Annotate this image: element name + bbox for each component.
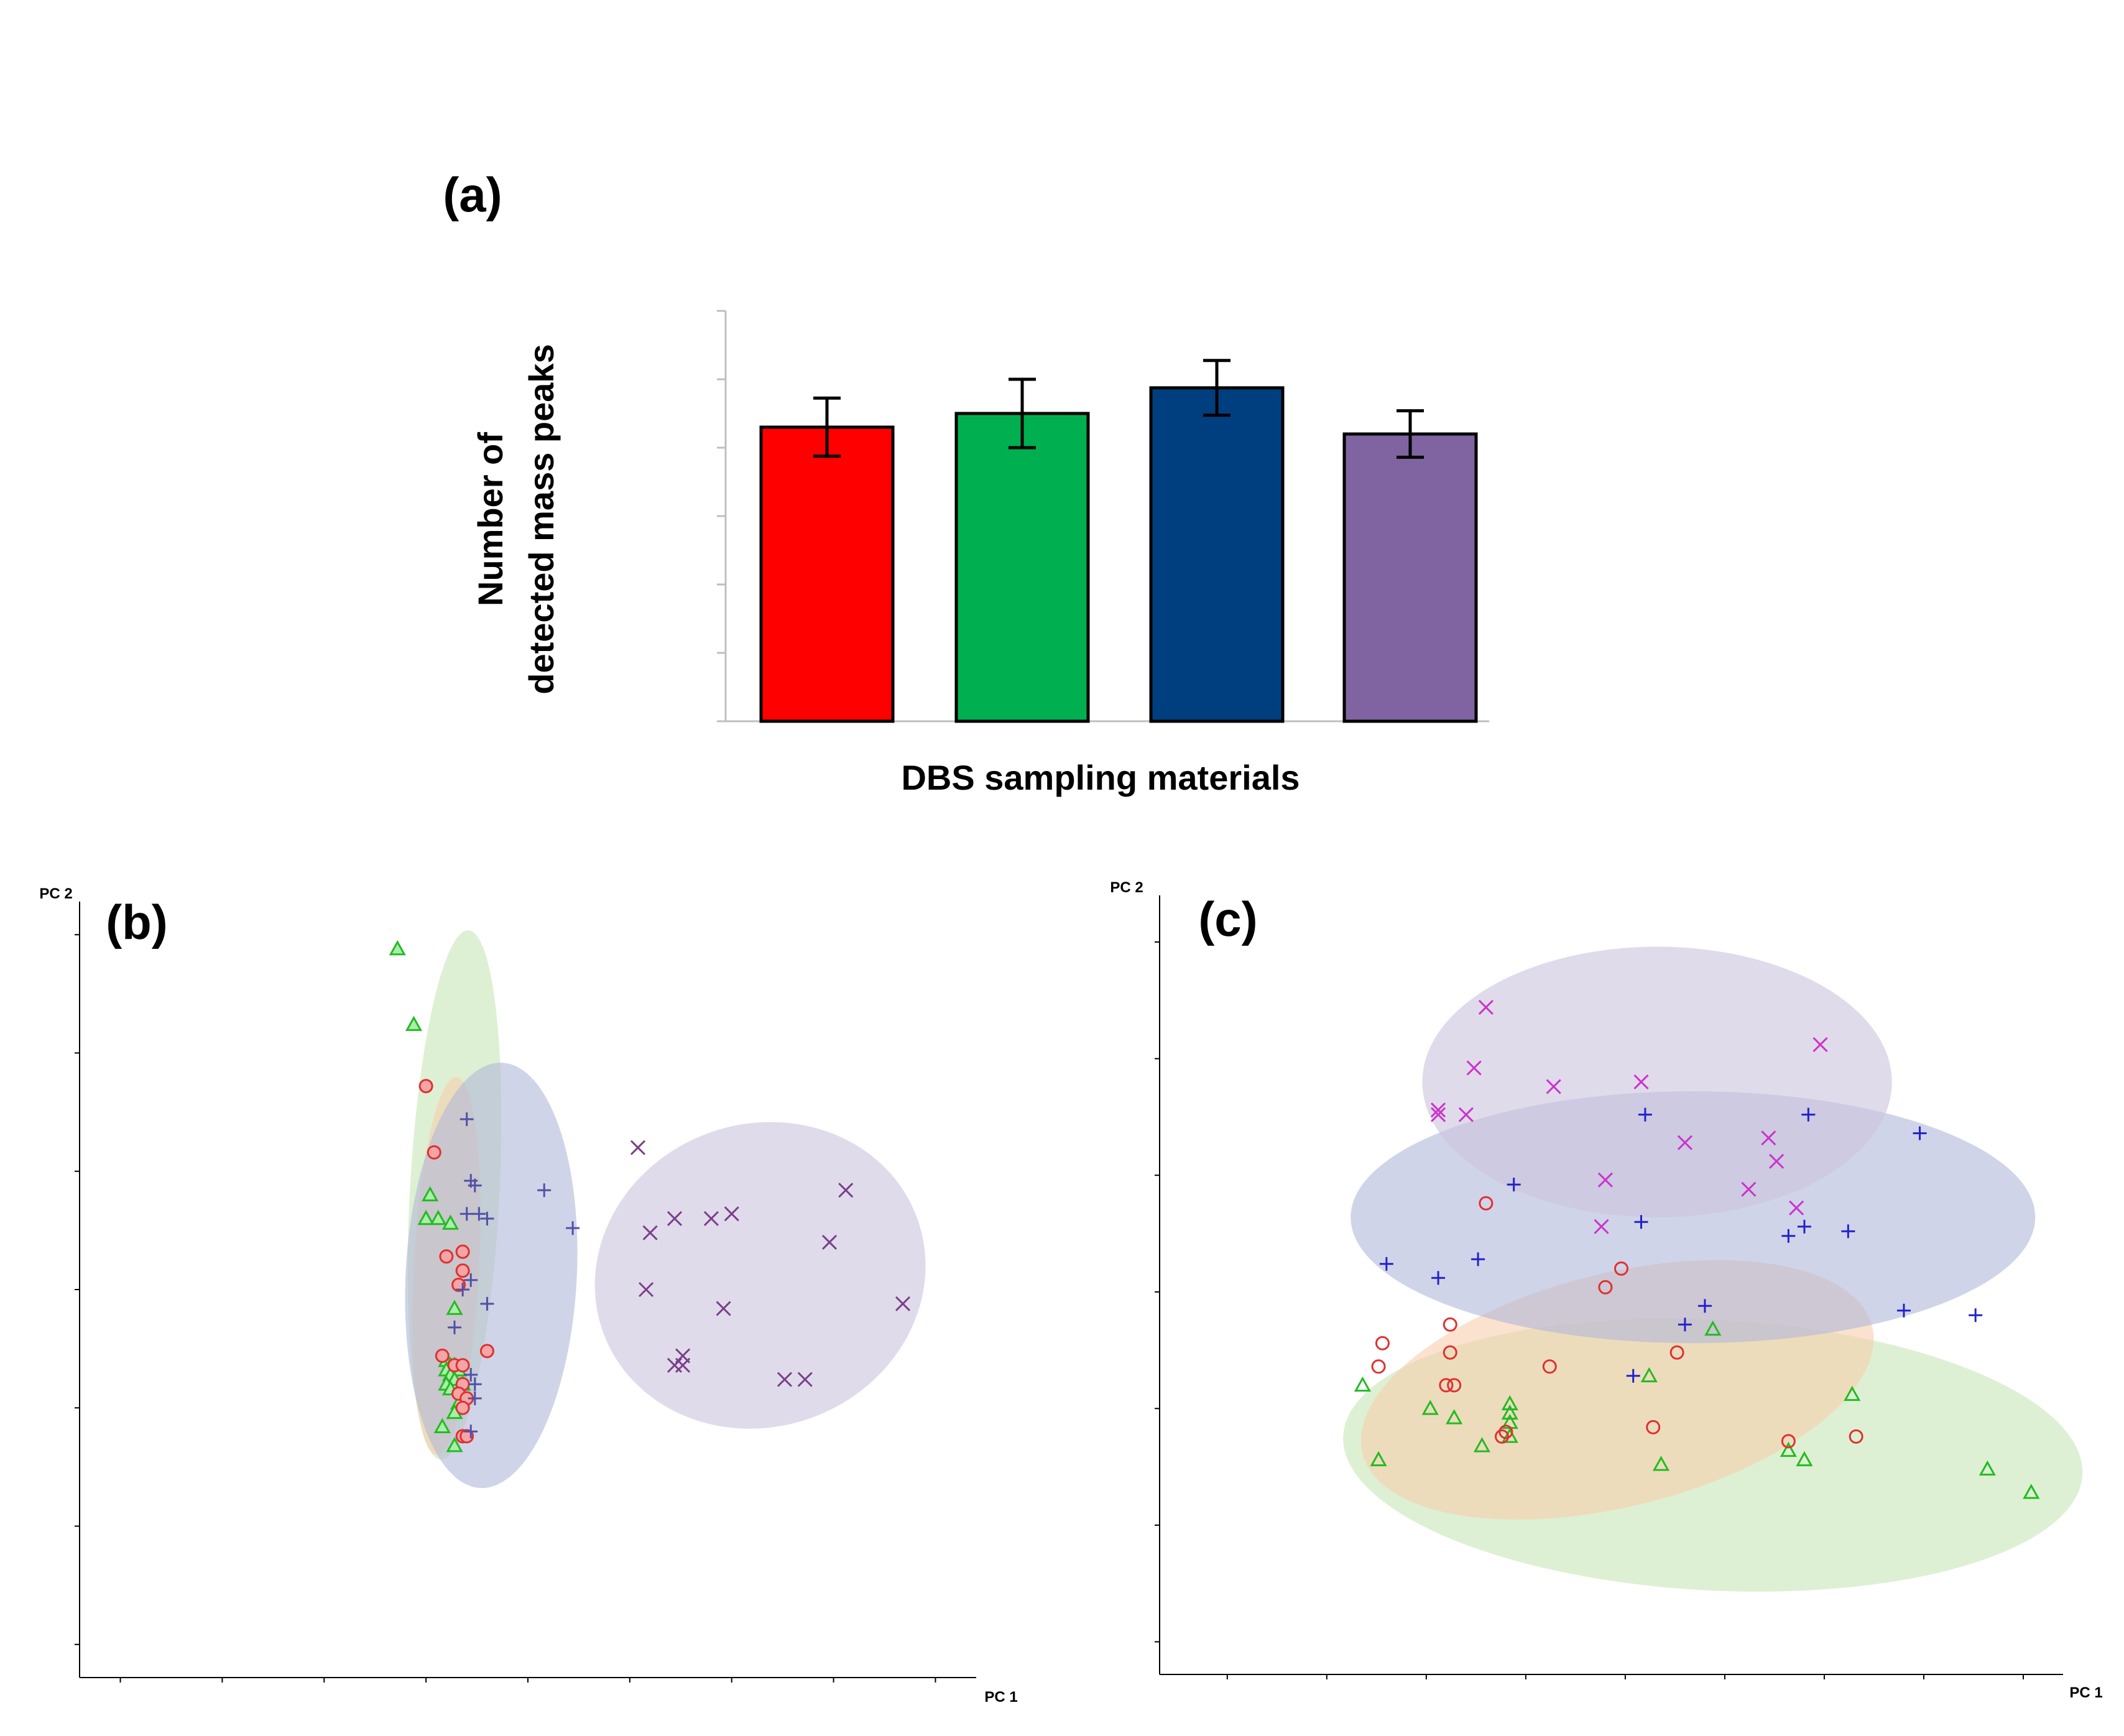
panel-c-pca-scatter: (c) PC 2 PC 1 [1110,879,2102,1701]
confidence-ellipse-purple [1422,947,1891,1217]
panel-a-label: (a) [443,167,502,222]
data-point-red [481,1345,493,1357]
panel-a-bar-chart: (a) DBS sampling materials Number of det… [443,167,1489,797]
data-point-red [456,1265,469,1277]
panel-a-y-axis-title-line2: detected mass peaks [522,344,561,694]
figure: (a) DBS sampling materials Number of det… [0,0,2124,1736]
a-bar [956,413,1088,721]
confidence-ellipse-purple [552,1076,969,1474]
data-point-red [456,1359,469,1372]
data-point-purple [631,1141,645,1155]
panel-c-y-axis-title: PC 2 [1110,879,1143,896]
data-point-red [420,1080,432,1092]
panel-c-x-axis-title: PC 1 [2069,1684,2102,1701]
data-point-red [1372,1360,1385,1373]
panel-a-y-axis-title-line1: Number of [471,432,510,606]
data-point-red [456,1401,469,1414]
data-point-red [428,1146,440,1158]
data-point-red [1376,1337,1388,1349]
panel-a-x-axis-title: DBS sampling materials [901,758,1300,797]
panel-b-x-axis-title: PC 1 [984,1689,1017,1706]
data-point-green [407,1018,420,1030]
data-point-blue [1969,1308,1982,1322]
panel-b-pca-scatter: (b) PC 2 PC 1 [39,885,1017,1706]
panel-b-label: (b) [106,895,168,949]
data-point-red [456,1245,469,1258]
a-bar [1344,434,1476,721]
a-bar [1151,388,1283,721]
data-point-red [436,1350,448,1362]
data-point-green [1355,1378,1369,1391]
panel-c-label: (c) [1198,892,1257,946]
a-bar [761,427,893,721]
panel-b-y-axis-title: PC 2 [39,885,72,902]
data-point-red [440,1250,453,1263]
data-point-green [390,942,404,954]
data-point-red [1444,1318,1456,1331]
